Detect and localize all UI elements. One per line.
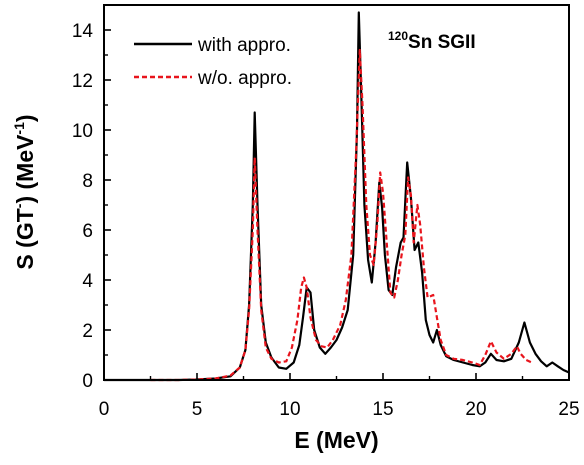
x-tick-label: 15	[372, 399, 393, 420]
x-tick-label: 20	[465, 399, 486, 420]
y-axis-label-prefix: S (GT	[12, 208, 38, 269]
y-tick-label: 2	[82, 321, 93, 342]
y-axis-label: S (GT-) (MeV-1)	[11, 114, 38, 269]
y-axis-label-suffix: )	[12, 114, 38, 122]
x-tick-label: 0	[99, 399, 110, 420]
series-line-with-appro	[104, 11, 570, 382]
x-axis-label: E (MeV)	[294, 427, 378, 453]
y-axis-label-middle: ) (MeV	[12, 134, 38, 204]
y-tick-label: 10	[72, 121, 93, 142]
x-tick-label: 25	[558, 399, 579, 420]
y-tick-label: 4	[82, 271, 93, 292]
y-tick-label: 14	[72, 21, 94, 42]
y-axis-label-sup1: -	[11, 203, 27, 208]
series-layer	[104, 11, 570, 382]
series-line-wo-appro	[150, 48, 533, 382]
x-tick-label: 5	[192, 399, 203, 420]
plot-area: 0 5 10 15 20 25 0 2 4 6 8 10 12 14	[72, 4, 580, 420]
annotation-sup: 120	[388, 29, 408, 43]
y-tick-label: 6	[82, 221, 93, 242]
plot-frame	[103, 4, 570, 381]
tick-layer: 0 5 10 15 20 25 0 2 4 6 8 10 12 14	[72, 21, 580, 420]
y-tick-label: 12	[72, 71, 93, 92]
y-tick-label: 0	[82, 371, 93, 392]
y-axis-label-sup2: -1	[11, 122, 27, 135]
annotation: 120Sn SGII	[388, 29, 476, 53]
legend-label-wo-appro: w/o. appro.	[197, 68, 292, 89]
annotation-text: Sn SGII	[408, 32, 476, 53]
x-tick-label: 10	[279, 399, 300, 420]
y-tick-label: 8	[82, 171, 93, 192]
legend-label-with-appro: with appro.	[197, 35, 291, 56]
legend: with appro. w/o. appro.	[134, 35, 292, 89]
